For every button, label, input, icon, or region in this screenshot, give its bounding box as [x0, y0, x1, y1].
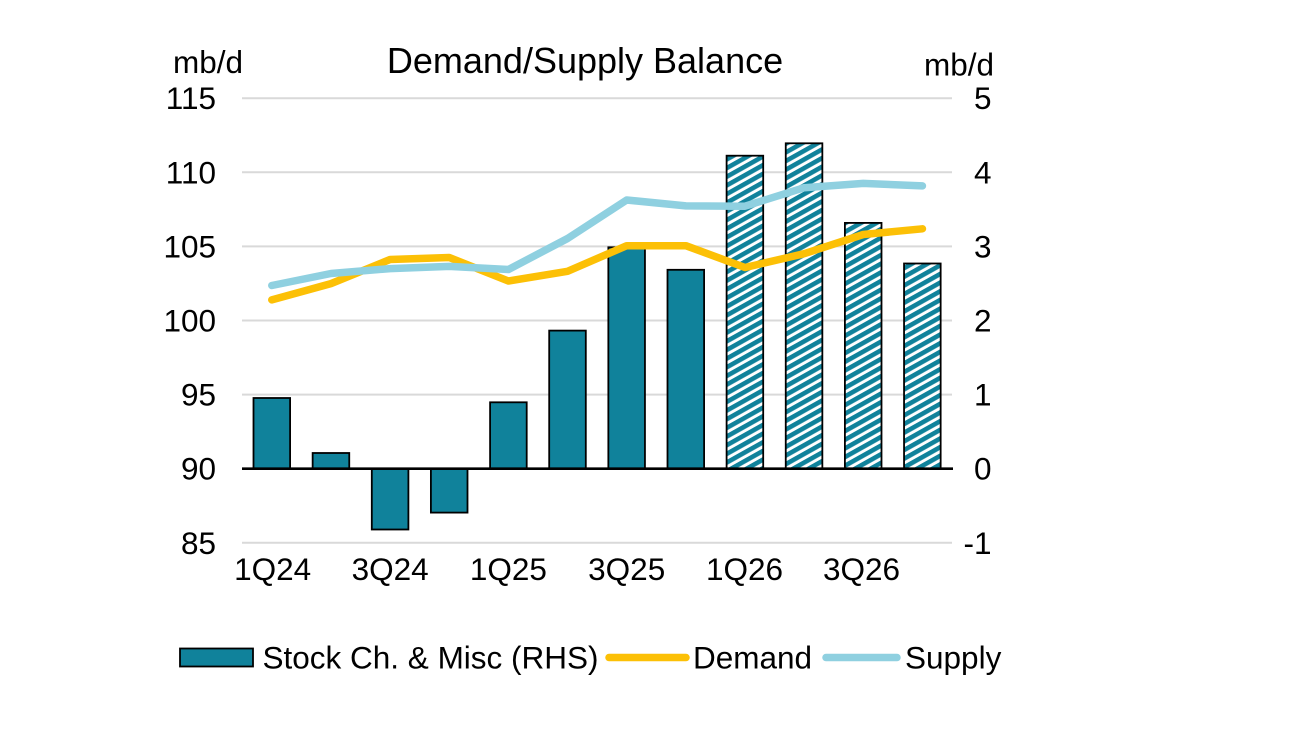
- svg-text:85: 85: [181, 525, 216, 561]
- svg-text:110: 110: [166, 154, 216, 190]
- svg-text:115: 115: [166, 80, 216, 116]
- svg-text:1Q26: 1Q26: [706, 551, 783, 587]
- svg-text:mb/d: mb/d: [173, 44, 243, 80]
- svg-text:-1: -1: [963, 525, 991, 561]
- svg-text:1Q24: 1Q24: [234, 551, 311, 587]
- svg-text:1Q25: 1Q25: [470, 551, 547, 587]
- svg-text:Demand: Demand: [693, 639, 812, 675]
- svg-text:Demand/Supply Balance: Demand/Supply Balance: [387, 40, 783, 81]
- svg-text:95: 95: [181, 377, 216, 413]
- svg-text:Stock Ch. & Misc (RHS): Stock Ch. & Misc (RHS): [263, 639, 599, 675]
- svg-text:4: 4: [974, 154, 992, 190]
- svg-text:3Q24: 3Q24: [352, 551, 429, 587]
- svg-text:1: 1: [974, 377, 992, 413]
- svg-text:3Q25: 3Q25: [588, 551, 665, 587]
- svg-text:3: 3: [974, 228, 992, 264]
- svg-text:105: 105: [163, 228, 216, 264]
- svg-text:100: 100: [163, 303, 216, 339]
- svg-text:mb/d: mb/d: [924, 47, 994, 83]
- svg-text:2: 2: [974, 303, 992, 339]
- svg-text:0: 0: [974, 451, 992, 487]
- svg-text:5: 5: [974, 80, 992, 116]
- svg-text:3Q26: 3Q26: [823, 551, 900, 587]
- svg-text:90: 90: [181, 451, 216, 487]
- svg-text:Supply: Supply: [905, 639, 1002, 675]
